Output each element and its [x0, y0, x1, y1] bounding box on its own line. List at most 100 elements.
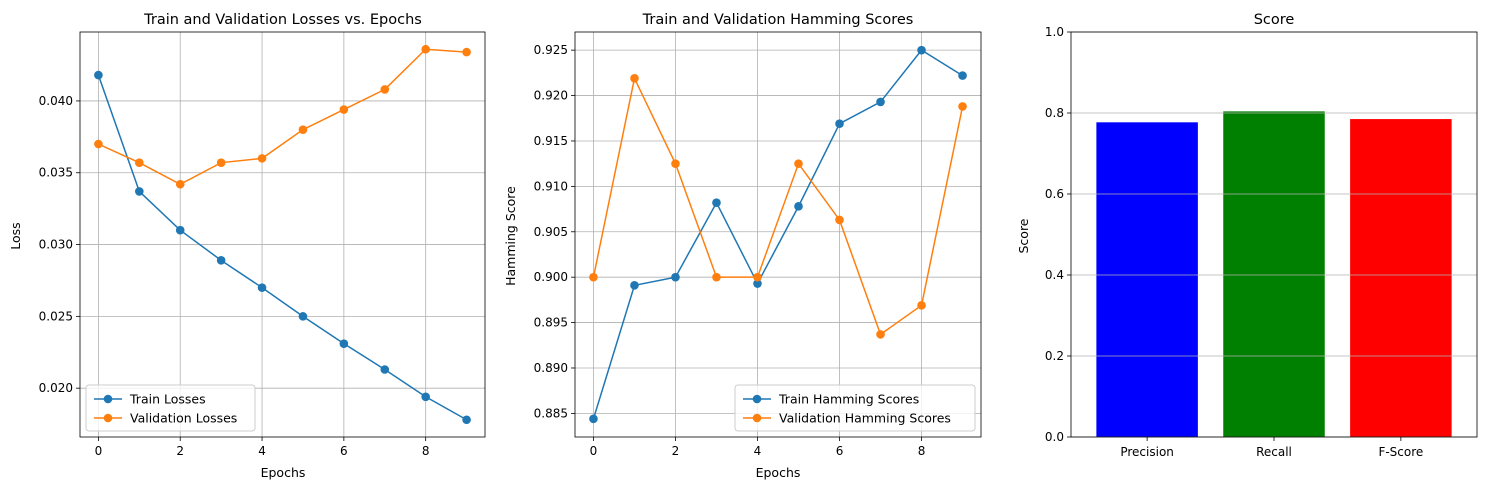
y-tick-label: 0.020 [39, 381, 73, 395]
series-line-2 [98, 48, 467, 186]
series-1-point [380, 365, 390, 374]
series-2-point [257, 154, 267, 163]
series-2-point [94, 139, 103, 149]
y-tick-label: 0.885 [534, 406, 568, 420]
y-tick-label: 0.915 [534, 134, 568, 148]
legend-box [734, 384, 976, 432]
y-tick-label: 0.895 [534, 316, 568, 330]
loss-chart-title: Train and Validation Losses vs. Epochs [143, 12, 422, 28]
series-1-point [339, 339, 349, 348]
series-1-point [421, 392, 430, 402]
series-line-2 [592, 75, 964, 336]
series-1-point [94, 70, 103, 80]
series-2-point [380, 85, 390, 94]
series-1-point [216, 256, 226, 265]
x-tick-label: 8 [918, 444, 926, 458]
x-tick-label: 8 [422, 444, 430, 458]
y-tick-label: 0.030 [39, 238, 73, 252]
score-chart-ylabel: Score [1016, 218, 1031, 253]
series-1-point [462, 415, 471, 425]
bar-precision [1096, 122, 1198, 437]
score-chart-plot: 0.0 0.2 0.4 0.6 0.8 1.0 Precision Recall F-Score [1045, 25, 1478, 459]
series-1-point [175, 225, 185, 235]
series-1-point [298, 312, 308, 321]
loss-chart-plot: 0 2 4 6 8 0.020 0.025 0.030 0.035 0.040 Train Loss… [39, 31, 486, 458]
series-2-point [835, 215, 844, 225]
legend-marker-1 [103, 394, 113, 404]
series-2-point [175, 179, 185, 189]
x-tick-label: 2 [672, 444, 680, 458]
hamming-chart-plot: 0 2 4 6 8 0.885 0.890 0.895 0.900 0.905 0.910 0.915… [534, 31, 982, 458]
legend: Train Losses Validation Losses [85, 384, 256, 432]
x-tick-label: 4 [258, 444, 266, 458]
series-line-1 [97, 74, 467, 421]
y-tick-label: 0.040 [39, 94, 73, 108]
hamming-chart-title: Train and Validation Hamming Scores [642, 12, 914, 28]
series-1-point [917, 45, 926, 55]
legend-box [85, 384, 256, 432]
series-2-point [753, 272, 762, 282]
series-2-point [216, 158, 226, 167]
y-tick-label: 0.2 [1045, 349, 1064, 363]
legend-marker-1 [752, 394, 762, 404]
x-tick-label: 6 [340, 444, 348, 458]
series-1-point [135, 187, 144, 196]
x-tick-label: 0 [95, 444, 103, 458]
legend-label-1: Train Losses [129, 392, 206, 407]
loss-chart: Train and Validation Losses vs. Epochs E… [8, 12, 486, 480]
score-chart-title: Score [1254, 12, 1295, 28]
y-tick-label: 0.4 [1045, 268, 1064, 282]
bar-recall [1223, 111, 1325, 437]
series-2-point [135, 158, 144, 167]
series-1-point [876, 97, 885, 107]
series-1-point [630, 281, 639, 290]
bar-f-score [1350, 119, 1452, 437]
series-2-point [589, 272, 598, 282]
y-tick-label: 0.6 [1045, 187, 1064, 201]
y-tick-label: 0.8 [1045, 106, 1064, 120]
series-1-point [794, 202, 803, 211]
x-tick-label: 2 [176, 444, 184, 458]
legend-marker-2 [752, 413, 762, 423]
legend: Train Hamming Scores Validation Hamming S… [734, 384, 976, 432]
loss-chart-xlabel: Epochs [261, 465, 306, 480]
series-1-point [671, 272, 680, 282]
series-2-point [630, 74, 639, 83]
y-tick-label: 0.035 [39, 166, 73, 180]
series-1-point [589, 414, 598, 424]
y-tick-label: 0.0 [1045, 430, 1064, 444]
x-tick-label: 0 [590, 444, 598, 458]
series-2-point [339, 105, 349, 114]
series-line-1 [592, 49, 963, 420]
x-tick-label: 4 [754, 444, 762, 458]
series-2-point [917, 301, 926, 310]
legend-marker-2 [103, 413, 113, 423]
series-2-point [298, 125, 308, 134]
series-2-point [958, 102, 967, 111]
series-1-point [712, 198, 721, 208]
series-2-point [794, 159, 803, 168]
plot-frame [574, 31, 982, 438]
hamming-chart-ylabel: Hamming Score [503, 186, 518, 286]
plot-frame [79, 31, 486, 438]
legend-label-2: Validation Hamming Scores [779, 411, 951, 426]
x-tick-label: Precision [1120, 445, 1174, 459]
legend-label-1: Train Hamming Scores [778, 392, 919, 407]
score-chart: Score Score 0.0 0.2 0.4 0.6 0.8 1.0 Precision R… [1016, 12, 1478, 459]
x-tick-label: Recall [1256, 445, 1292, 459]
y-tick-label: 1.0 [1045, 25, 1064, 39]
y-tick-label: 0.920 [534, 89, 568, 103]
series-1-point [958, 71, 967, 80]
y-tick-label: 0.905 [534, 225, 568, 239]
hamming-chart: Train and Validation Hamming Scores Epoc… [503, 12, 982, 480]
legend-label-2: Validation Losses [130, 411, 237, 426]
y-tick-label: 0.890 [534, 361, 568, 375]
series-1-point [835, 119, 844, 129]
series-1-point [257, 283, 267, 292]
series-2-point [421, 44, 430, 54]
y-tick-label: 0.910 [534, 179, 568, 193]
x-tick-label: F-Score [1378, 445, 1423, 459]
series-2-point [876, 330, 885, 339]
series-1-point [753, 279, 762, 288]
